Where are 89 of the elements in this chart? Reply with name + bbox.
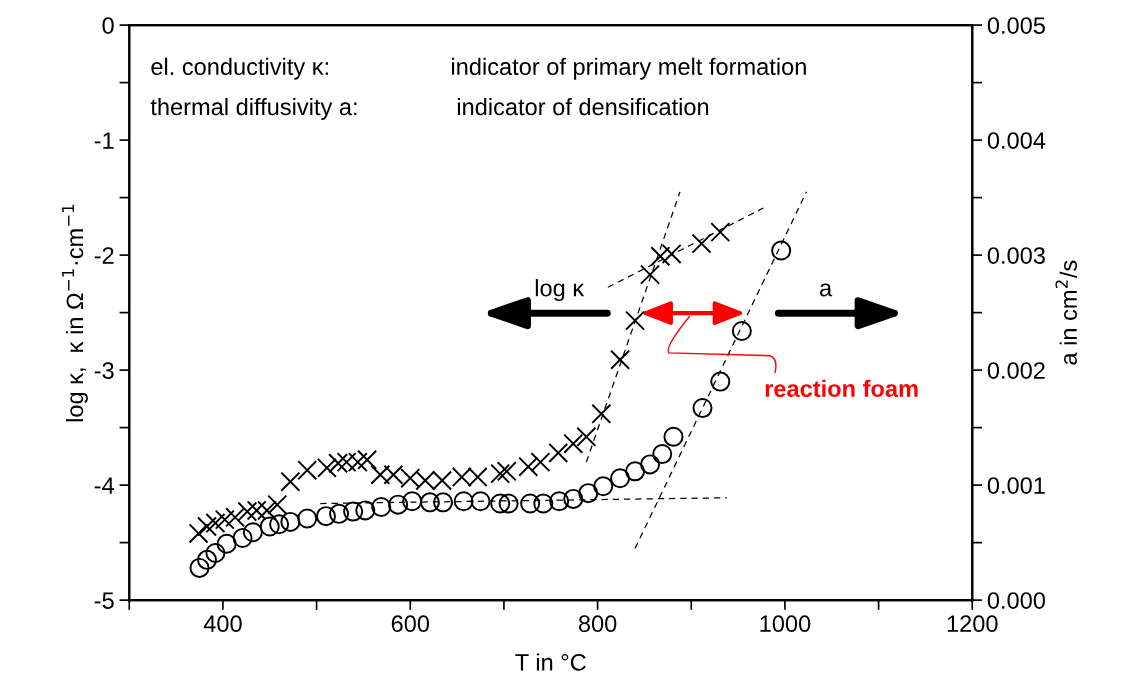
point (563, 488, 584, 509)
annotation: indicator of densification (457, 97, 709, 116)
x-tick-label: 800 (578, 615, 617, 633)
point (530, 452, 551, 473)
point (205, 513, 226, 534)
point (661, 243, 682, 264)
point (533, 493, 554, 514)
point (610, 349, 631, 370)
point (771, 240, 792, 261)
point (188, 523, 209, 544)
annotation: a (820, 283, 833, 297)
point (490, 463, 511, 484)
point (197, 516, 217, 537)
point (433, 492, 454, 513)
point (691, 233, 712, 254)
point (297, 508, 318, 529)
point (498, 493, 519, 514)
point (625, 461, 646, 482)
point (232, 528, 253, 549)
x-tick-label: 600 (391, 615, 430, 633)
point (343, 501, 364, 522)
point (259, 516, 280, 537)
point (246, 500, 267, 521)
point (419, 492, 440, 513)
point (370, 464, 391, 485)
y2-axis-title: a in cm$^{2}$/s (1055, 260, 1077, 365)
y2-tick-label: 0.001 (987, 477, 1045, 494)
point (205, 542, 226, 563)
annotation: thermal diffusivity a: (150, 97, 357, 120)
point (640, 264, 661, 285)
point (225, 507, 246, 528)
point (355, 500, 376, 521)
point (650, 246, 671, 267)
y2-tick-label: 0.004 (987, 132, 1046, 149)
point (610, 468, 631, 489)
point (625, 310, 646, 331)
point (388, 494, 409, 515)
point (470, 491, 491, 512)
point (663, 426, 684, 447)
point (710, 222, 731, 243)
annotation: log κ (535, 279, 585, 302)
x-tick-label: 1200 (947, 615, 998, 633)
point (329, 503, 350, 524)
y2-tick-label: 0.002 (987, 362, 1045, 379)
annotation: el. conductivity κ: (151, 57, 328, 80)
point (269, 514, 290, 535)
point (591, 403, 612, 424)
point (518, 456, 539, 477)
x-tick-label: 400 (203, 615, 242, 633)
point (453, 491, 474, 512)
point (242, 522, 263, 543)
point (280, 471, 301, 492)
annotation: reaction foam (765, 379, 918, 398)
y-tick-label: -5 (94, 592, 114, 609)
point (710, 371, 731, 392)
y-axis-title: log κ, κ in Ω$^{−1}$·cm$^{−1}$ (61, 204, 88, 422)
y2-tick-label: 0.003 (987, 247, 1045, 264)
point (578, 483, 599, 504)
point (549, 491, 570, 512)
y-tick-label: -4 (94, 477, 114, 494)
point (576, 426, 597, 447)
point (267, 494, 288, 515)
point (371, 496, 392, 517)
y-tick-label: -3 (94, 362, 114, 379)
point (731, 321, 752, 341)
x-tick-label: 1000 (760, 615, 811, 633)
y-tick-label: -2 (94, 247, 114, 264)
y2-tick-label: 0.000 (987, 592, 1046, 609)
point (216, 533, 237, 554)
point (280, 511, 301, 532)
point (593, 476, 614, 497)
point (402, 491, 423, 512)
y-tick-label: -1 (94, 132, 114, 149)
point (197, 549, 217, 570)
point (214, 509, 235, 530)
y2-tick-label: 0.005 (987, 17, 1045, 34)
annotation: indicator of primary melt formation (452, 57, 806, 80)
point (692, 398, 713, 419)
point (640, 454, 661, 475)
point (496, 461, 517, 482)
x-axis-title: T in °C (515, 653, 586, 671)
point (520, 493, 541, 514)
point (548, 442, 569, 463)
point (189, 557, 210, 578)
point (652, 444, 673, 465)
point (563, 433, 584, 454)
point (315, 506, 336, 527)
point (490, 493, 511, 514)
y-tick-label: 0 (102, 17, 114, 34)
